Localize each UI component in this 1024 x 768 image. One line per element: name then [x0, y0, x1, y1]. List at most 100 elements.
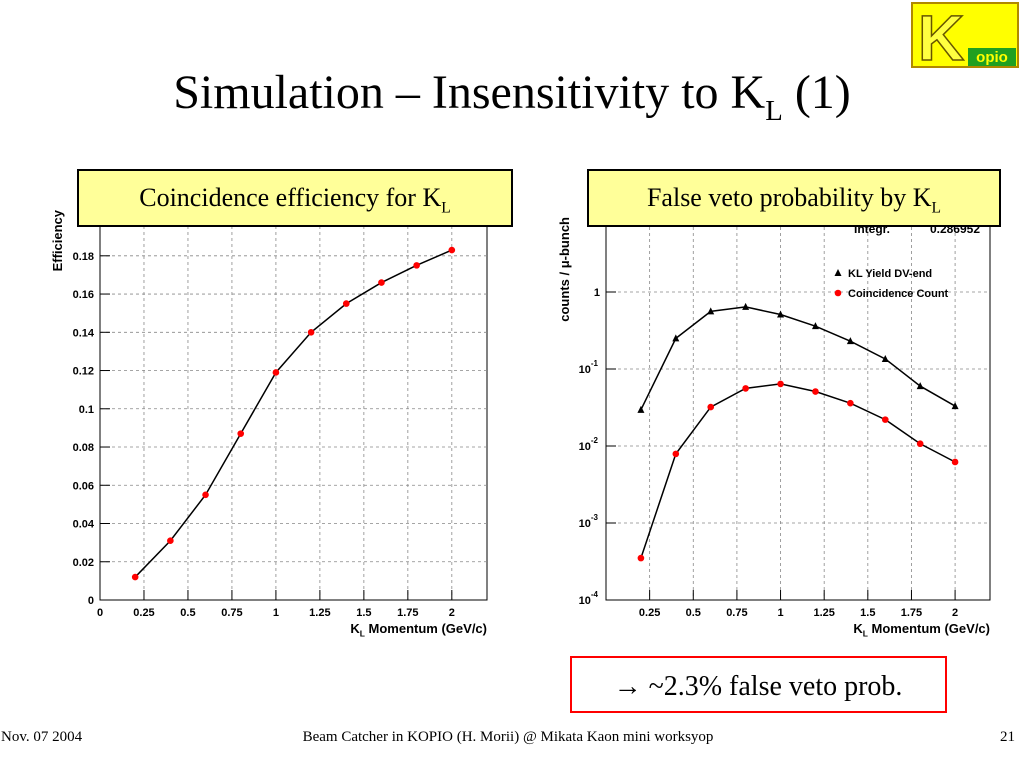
x-tick-label: 1 [273, 607, 279, 619]
logo-text: opio [976, 49, 1008, 66]
marker [202, 491, 209, 499]
marker [916, 382, 924, 390]
x-tick-label: 0.5 [686, 607, 701, 619]
panel-label-main: Coincidence efficiency for K [139, 183, 441, 212]
y-tick-label: 0.14 [73, 327, 95, 339]
y-tick-label: 0.18 [73, 251, 94, 263]
y-tick-exp: -1 [591, 359, 599, 368]
y-tick-exp: -3 [591, 513, 599, 522]
marker [237, 430, 245, 437]
x-tick-label: 0 [97, 607, 103, 619]
x-tick-label: 2 [449, 607, 455, 619]
marker [951, 458, 959, 466]
y-tick-label: 10-2 [579, 436, 599, 453]
x-tick-label: 1.5 [356, 607, 371, 619]
legend-label: Coincidence Count [848, 288, 949, 300]
x-axis-label-main: K [350, 621, 360, 636]
x-tick-label: 0.75 [221, 607, 242, 619]
y-tick-label-text: 10-4 [579, 590, 599, 607]
x-tick-label: 1.5 [860, 607, 875, 619]
plot-frame [99, 207, 488, 601]
y-tick-label: 0.06 [73, 480, 94, 492]
slide-title-main: Simulation – Insensitivity to K [173, 66, 765, 119]
marker [131, 573, 139, 581]
y-tick-label-text: 10-1 [579, 359, 599, 376]
y-axis-label: Efficiency [50, 209, 65, 271]
marker [742, 385, 749, 392]
y-tick-label: 0.1 [79, 404, 94, 416]
y-tick-label-text: 10-3 [579, 513, 599, 530]
marker [413, 262, 420, 269]
footer-right: 21 [1000, 729, 1015, 745]
y-tick-base: 10 [579, 441, 591, 453]
marker [777, 380, 784, 388]
legend-label: KL Yield DV-end [848, 268, 932, 280]
logo: K opio [911, 1, 1019, 75]
marker [707, 307, 715, 315]
series-line [134, 249, 453, 578]
marker [707, 403, 715, 411]
y-tick-label: 0.16 [73, 289, 94, 301]
x-tick-label: 0.75 [726, 607, 747, 619]
marker [342, 300, 350, 307]
y-tick-label: 10-4 [579, 590, 599, 607]
logo-letter: K [918, 2, 964, 74]
x-axis-label: KL Momentum (GeV/c) [853, 621, 990, 638]
x-axis-label-after: Momentum (GeV/c) [868, 621, 990, 636]
marker [811, 322, 819, 330]
marker [812, 388, 819, 395]
panel-label: False veto probability by KL [647, 183, 941, 217]
plot-frame [605, 214, 991, 601]
marker [881, 416, 889, 423]
y-tick-label: 10-1 [579, 359, 599, 376]
panel-label-sub: L [931, 200, 941, 217]
marker [307, 328, 315, 336]
x-tick-label: 2 [952, 607, 958, 619]
logo-bg [911, 2, 1019, 68]
callout-text: → ~2.3% false veto prob. [614, 671, 903, 702]
x-tick-label: 0.25 [133, 607, 154, 619]
marker [742, 302, 750, 310]
marker [637, 554, 645, 562]
marker [881, 354, 889, 362]
panel-label-main: False veto probability by K [647, 183, 932, 212]
x-tick-label: 1.75 [397, 607, 418, 619]
marker [951, 402, 959, 410]
x-axis-label-sub: L [863, 628, 868, 638]
x-axis-label-after: Momentum (GeV/c) [365, 621, 487, 636]
legend-marker [834, 289, 842, 297]
y-tick-exp: -2 [591, 436, 599, 445]
marker [637, 405, 645, 413]
marker [916, 440, 924, 448]
x-tick-label: 0.25 [639, 607, 660, 619]
x-tick-label: 1.25 [813, 607, 834, 619]
footer-center: Beam Catcher in KOPIO (H. Morii) @ Mikat… [303, 729, 714, 745]
y-tick-label: 0.02 [73, 557, 94, 569]
x-tick-label: 1.25 [309, 607, 330, 619]
y-tick-label: 0.04 [73, 519, 95, 531]
marker [378, 279, 385, 286]
y-tick-label: 10-3 [579, 513, 599, 530]
marker [272, 369, 280, 376]
marker [846, 337, 854, 345]
y-tick-label: 1 [594, 287, 600, 299]
series-line [640, 306, 956, 411]
y-tick-label-text: 10-2 [579, 436, 599, 453]
y-tick-base: 10 [579, 364, 591, 376]
legend-marker [834, 269, 842, 276]
y-tick-label: 0.08 [73, 442, 94, 454]
series-line [640, 383, 956, 559]
x-axis-label-sub: L [360, 628, 365, 638]
slide-title: Simulation – Insensitivity to KL (1) [173, 66, 851, 127]
panel-label-sub: L [441, 200, 451, 217]
y-tick-label: 0 [88, 595, 94, 607]
marker [777, 310, 785, 318]
panel-label-box [587, 169, 1001, 227]
callout-box [570, 656, 947, 713]
y-tick-base: 10 [579, 518, 591, 530]
x-tick-label: 1.75 [901, 607, 922, 619]
x-tick-label: 1 [777, 607, 783, 619]
x-axis-label: KL Momentum (GeV/c) [350, 621, 487, 638]
panel-label-box [77, 169, 513, 227]
y-tick-exp: -4 [591, 590, 599, 599]
